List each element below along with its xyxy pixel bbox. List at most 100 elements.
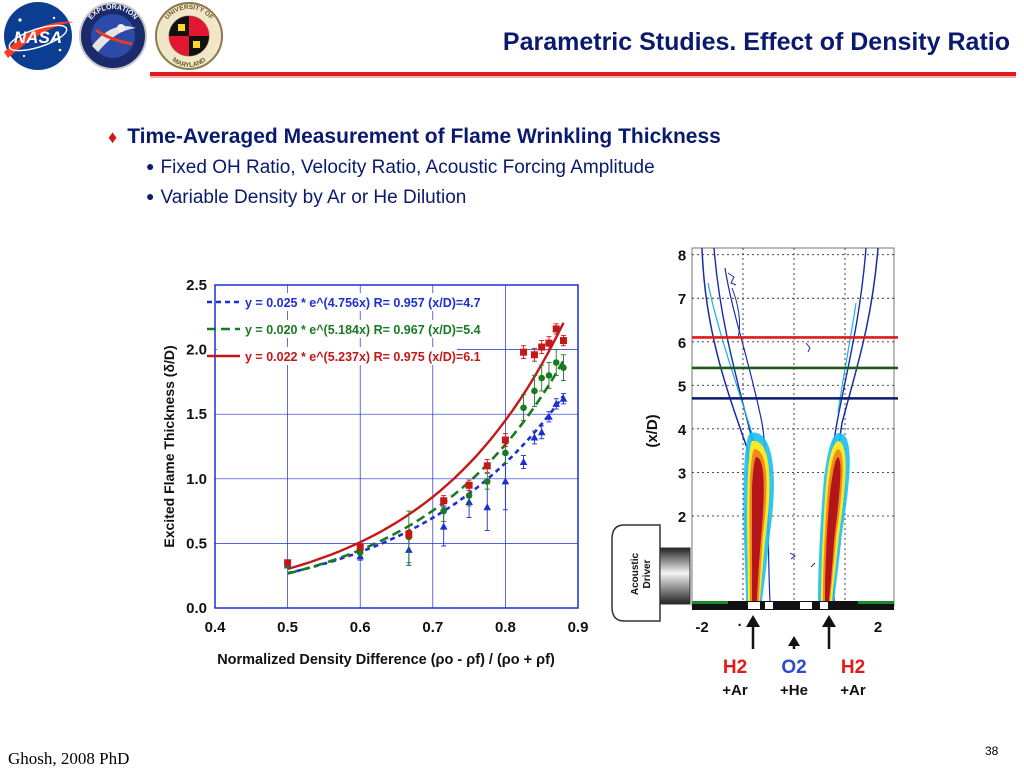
data-point-square <box>440 497 448 505</box>
data-point-triangle <box>545 412 553 420</box>
bullet-sub-1-text: Fixed OH Ratio, Velocity Ratio, Acoustic… <box>160 157 655 178</box>
data-point-circle <box>520 404 527 412</box>
x-axis-label: Normalized Density Difference (ρo - ρf) … <box>217 652 555 668</box>
y-tick-label: 1.5 <box>186 406 207 423</box>
data-point-circle <box>502 449 509 457</box>
flame-y-tick-label: 4 <box>678 422 687 439</box>
flame-y-tick-label: 6 <box>678 335 686 352</box>
flame-y-tick-label: 2 <box>678 509 686 526</box>
data-point-triangle <box>439 522 448 530</box>
data-point-square <box>545 339 553 347</box>
flame-x-tick-label: 2 <box>874 619 882 636</box>
diamond-bullet-icon: ♦ <box>108 127 118 147</box>
bullet-main: ♦ Time-Averaged Measurement of Flame Wrin… <box>108 125 721 149</box>
bullet-sub-1: ● Fixed OH Ratio, Velocity Ratio, Acousti… <box>146 157 655 179</box>
flame-tick-labels: 2 3 4 5 6 7 8 -2 · 2 <box>678 248 882 636</box>
flame-y-tick-label: 7 <box>678 291 686 308</box>
x-tick-label: 0.7 <box>422 619 443 636</box>
data-point-triangle <box>537 428 546 436</box>
data-point-triangle <box>530 433 539 441</box>
flame-image-panel: 2 3 4 5 6 7 8 -2 · 2 (x/D) Acoustic Driver H2 +Ar O… <box>611 247 898 699</box>
data-point-circle <box>560 364 567 371</box>
flame-y-tick-label: 3 <box>678 465 686 482</box>
legend-entry: y = 0.020 * e^(5.184x) R= 0.967 (x/D)=5.… <box>245 323 481 337</box>
dot-bullet-icon: ● <box>146 158 155 174</box>
y-tick-label: 0.0 <box>186 600 207 617</box>
flame-y-axis-label: (x/D) <box>644 414 661 447</box>
data-point-triangle <box>483 503 492 511</box>
inlet-labels: H2 +Ar O2 +He H2 +Ar <box>722 657 866 699</box>
fit-curve-2 <box>287 322 565 571</box>
data-point-circle <box>538 374 545 382</box>
y-tick-label: 2.0 <box>186 342 207 359</box>
density-ratio-chart: 0.4 0.5 0.6 0.7 0.8 0.9 0.0 0.5 1.0 1.5 2.0 2.5 y =… <box>150 268 600 678</box>
header-logos: NASA EXPLORATION UNIVERSITY OF MARYLAND <box>4 2 223 70</box>
data-point-square <box>559 337 567 345</box>
x-tick-label: 0.6 <box>350 619 371 636</box>
flame-x-center-tick: · <box>738 617 743 634</box>
legend-entry: y = 0.022 * e^(5.237x) R= 0.975 (x/D)=6.… <box>245 350 481 364</box>
data-point-square <box>284 559 292 567</box>
data-point-triangle <box>559 394 568 402</box>
bullet-sub-2-text: Variable Density by Ar or He Dilution <box>160 187 467 208</box>
data-point-circle <box>440 507 447 515</box>
inlet-diluent-label: +Ar <box>722 682 748 699</box>
inlet-diluent-label: +He <box>780 682 808 699</box>
umd-seal-logo: UNIVERSITY OF MARYLAND <box>155 2 223 70</box>
flame-contours <box>701 247 879 602</box>
acoustic-driver-label-1: Acoustic <box>630 552 641 595</box>
acoustic-driver: Acoustic Driver <box>611 524 691 622</box>
chart-legend: y = 0.025 * e^(4.756x) R= 0.957 (x/D)=4.… <box>207 293 481 365</box>
legend-entry: y = 0.025 * e^(4.756x) R= 0.957 (x/D)=4.… <box>245 296 481 310</box>
flame-reference-lines <box>692 336 898 400</box>
footer-source: Ghosh, 2008 PhD <box>8 749 130 768</box>
title-rule <box>150 72 1016 76</box>
flame-grid <box>692 248 894 601</box>
chart-fit-curves <box>287 322 565 575</box>
flame-image-frame <box>691 247 895 607</box>
y-axis-label: Excited Flame Thickness (δ/D) <box>161 345 177 547</box>
data-point-square <box>356 543 364 551</box>
data-point-square <box>465 481 473 489</box>
data-point-circle <box>465 492 473 499</box>
slide-title: Parametric Studies. Effect of Density Ra… <box>502 28 1010 56</box>
x-tick-label: 0.4 <box>205 619 227 636</box>
data-point-circle <box>531 387 538 395</box>
data-point-square <box>405 530 413 538</box>
chart-points <box>283 323 568 569</box>
data-point-square <box>520 348 528 356</box>
data-point-square <box>530 351 538 359</box>
bullet-main-text: Time-Averaged Measurement of Flame Wrink… <box>127 125 721 148</box>
inlet-species-label: O2 <box>781 657 806 678</box>
flame-x-tick-label: -2 <box>695 619 708 636</box>
data-point-triangle <box>519 458 528 466</box>
data-point-square <box>538 343 546 351</box>
nasa-logo-text: NASA <box>14 28 62 47</box>
legend-bg <box>217 347 457 365</box>
data-point-triangle <box>552 399 561 407</box>
injector-plate <box>692 601 894 610</box>
plot-frame <box>214 284 579 609</box>
data-point-square <box>501 436 509 444</box>
legend-bg <box>217 320 457 338</box>
chart-tick-labels: 0.4 0.5 0.6 0.7 0.8 0.9 0.0 0.5 1.0 1.5 2.0 2.5 <box>186 277 588 636</box>
x-tick-label: 0.8 <box>495 619 516 636</box>
legend-bg <box>217 293 457 311</box>
inlet-arrows <box>746 615 836 649</box>
y-tick-label: 0.5 <box>186 535 207 552</box>
data-point-circle <box>356 549 364 556</box>
x-tick-label: 0.9 <box>568 619 589 636</box>
nasa-logo: NASA <box>4 2 74 70</box>
inlet-species-label: H2 <box>841 657 865 678</box>
flame-y-tick-label: 8 <box>678 248 686 265</box>
y-tick-label: 1.0 <box>186 471 207 488</box>
data-point-triangle <box>501 477 510 485</box>
exploration-logo: EXPLORATION <box>79 2 147 70</box>
x-tick-label: 0.5 <box>277 619 298 636</box>
y-tick-label: 2.5 <box>186 277 207 294</box>
data-point-circle <box>545 372 553 379</box>
bullet-sub-2: ● Variable Density by Ar or He Dilution <box>146 187 466 209</box>
flame-y-tick-label: 5 <box>678 378 686 395</box>
title-rule-shade <box>150 76 1016 78</box>
data-point-circle <box>552 359 560 366</box>
